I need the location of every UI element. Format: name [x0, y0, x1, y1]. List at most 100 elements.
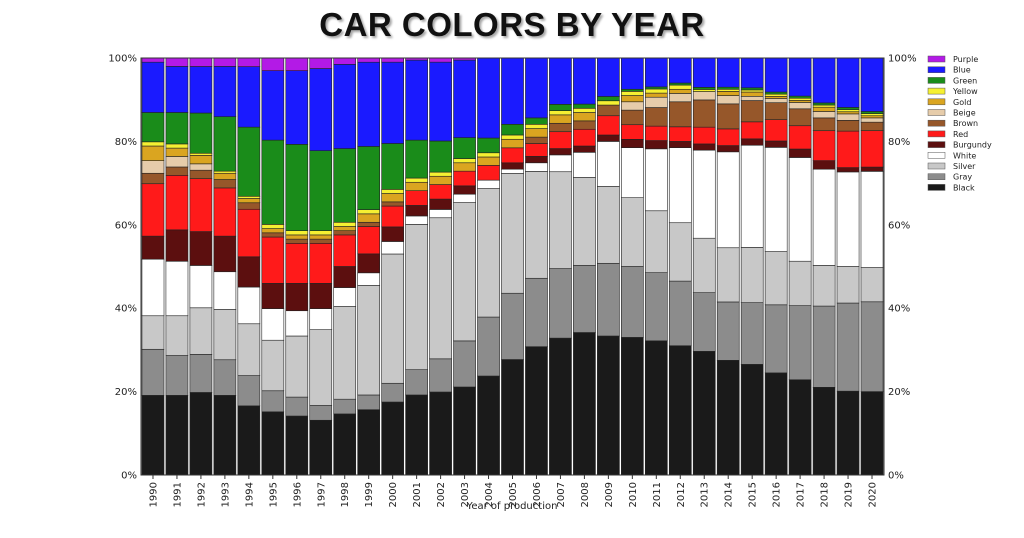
bar-segment-green-1993: [213, 116, 237, 172]
bar-segment-gray-2019: [836, 302, 860, 392]
bar-segment-white-1997: [309, 308, 333, 330]
bar-segment-brown-2006: [525, 136, 548, 144]
x-tick-label: 2006: [532, 482, 543, 507]
x-tick-label: 1994: [244, 482, 255, 507]
bar-segment-red-1999: [357, 226, 381, 255]
bar-segment-gold-2005: [501, 138, 524, 149]
bar-segment-yellow-2012: [668, 84, 692, 90]
bar-segment-yellow-2000: [381, 189, 404, 194]
bar-segment-yellow-1991: [165, 143, 189, 149]
bar-segment-gold-2006: [525, 128, 548, 138]
bar-segment-brown-2019: [836, 120, 860, 132]
bar-segment-silver-2017: [788, 260, 812, 306]
bar-segment-brown-2014: [716, 103, 740, 130]
legend-label-silver: Silver: [953, 162, 976, 171]
bar-segment-blue-1999: [357, 61, 381, 147]
x-tick-label: 2015: [748, 482, 759, 507]
bar-segment-gold-1996: [285, 234, 309, 240]
x-ticks: 1990 1991 1992 1993 1994 1995 1996 1997 1998 1999…: [148, 475, 879, 507]
bar-segment-brown-1998: [333, 230, 357, 236]
legend-label-brown: Brown: [953, 119, 978, 128]
bar-segment-gray-1999: [357, 394, 381, 411]
bar-segment-green-2009: [597, 96, 620, 102]
bar-segment-gold-2016: [764, 96, 788, 99]
bar-segment-blue-2019: [836, 57, 860, 108]
bar-segment-gray-1998: [333, 398, 357, 415]
bar-segment-gray-2004: [477, 316, 500, 377]
bar-segment-blue-2013: [692, 57, 716, 88]
bar-segment-green-2016: [764, 91, 788, 95]
bar-segment-brown-2016: [764, 102, 788, 121]
bar-segment-black-2013: [692, 351, 716, 476]
bar-segment-black-2018: [812, 387, 836, 476]
y-tick-label-left: 100%: [108, 54, 137, 65]
x-tick-label: 2012: [676, 482, 687, 507]
bar-segment-silver-2010: [621, 197, 644, 267]
bar-segment-green-2007: [549, 104, 572, 111]
bar-segment-white-2012: [668, 147, 692, 224]
bar-segment-gray-2010: [621, 266, 644, 338]
bar-segment-burgundy-1996: [285, 283, 309, 312]
bar-segment-burgundy-1997: [309, 283, 333, 309]
bar-segment-burgundy-2020: [860, 166, 884, 172]
bar-segment-yellow-2008: [573, 107, 596, 113]
bar-segment-silver-2013: [692, 237, 716, 293]
bar-segment-brown-1995: [261, 232, 285, 238]
x-tick-label: 1995: [268, 482, 279, 507]
bar-segment-white-2015: [740, 144, 764, 248]
bar-segment-white-2020: [860, 171, 884, 268]
bar-segment-yellow-1990: [141, 141, 165, 147]
bar-segment-brown-2015: [740, 100, 764, 123]
bar-segment-brown-2009: [597, 104, 620, 117]
bar-segment-blue-1990: [141, 61, 165, 113]
bar-segment-yellow-2019: [836, 109, 860, 113]
bar-segment-black-2011: [644, 340, 668, 476]
bar-segment-red-2012: [668, 126, 692, 142]
bar-segment-white-2018: [812, 168, 836, 266]
x-tick-label: 2002: [436, 482, 447, 507]
bar-segment-gold-1990: [141, 145, 165, 161]
bar-segment-silver-2011: [644, 210, 668, 273]
bar-segment-brown-2007: [549, 122, 572, 133]
bar-segment-beige-2010: [621, 101, 644, 111]
bar-segment-white-2014: [716, 151, 740, 249]
bar-segment-purple-2000: [381, 57, 404, 63]
bar-segment-gold-2011: [644, 92, 668, 98]
bar-segment-red-2000: [381, 205, 404, 228]
bar-segment-red-2019: [836, 130, 860, 168]
bar-segment-green-2008: [573, 103, 596, 109]
bar-segment-brown-2000: [381, 201, 404, 207]
bar-segment-black-1998: [333, 413, 357, 476]
bar-segment-blue-2015: [740, 57, 764, 89]
y-tick-label-right: 0%: [888, 471, 904, 482]
bar-segment-red-2003: [453, 170, 476, 187]
bar-segment-green-1998: [333, 148, 357, 223]
bar-segment-silver-2006: [525, 171, 548, 279]
bar-segment-brown-1996: [285, 238, 309, 244]
bar-segment-yellow-2009: [597, 100, 620, 106]
bar-segment-yellow-2014: [716, 88, 740, 92]
bar-segment-burgundy-2002: [429, 198, 452, 210]
y-tick-label-right: 40%: [888, 304, 910, 315]
bar-segment-silver-2020: [860, 267, 884, 303]
bar-segment-black-1996: [285, 415, 309, 476]
y-tick-label-right: 20%: [888, 387, 910, 398]
bar-segment-black-2012: [668, 345, 692, 476]
x-tick-label: 2004: [484, 482, 495, 507]
x-tick-label: 2020: [868, 482, 879, 507]
legend-swatch-white: [927, 152, 946, 159]
bar-segment-black-2000: [381, 401, 404, 476]
bar-segment-gold-1991: [165, 147, 189, 157]
bar-segment-beige-2011: [644, 96, 668, 108]
bar-segment-white-1993: [213, 271, 237, 310]
bar-segment-white-2009: [597, 141, 620, 187]
bar-segment-blue-2002: [429, 61, 452, 142]
bar-segment-burgundy-2018: [812, 160, 836, 170]
bar-segment-blue-1997: [309, 68, 333, 151]
bar-segment-black-2014: [716, 360, 740, 476]
bar-segment-black-2015: [740, 364, 764, 476]
bar-segment-blue-2012: [668, 57, 692, 84]
x-tick-label: 2000: [388, 482, 399, 507]
bar-segment-green-1996: [285, 144, 309, 232]
bar-segment-black-2009: [597, 335, 620, 476]
